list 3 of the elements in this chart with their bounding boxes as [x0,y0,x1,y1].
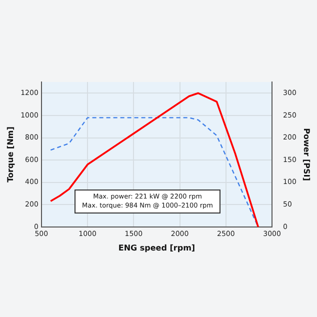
y-axis-title: Torque [Nm] [6,126,15,182]
x-axis-title: ENG speed [rpm] [118,243,196,252]
y2-axis-title: Power [PSI] [302,128,312,181]
